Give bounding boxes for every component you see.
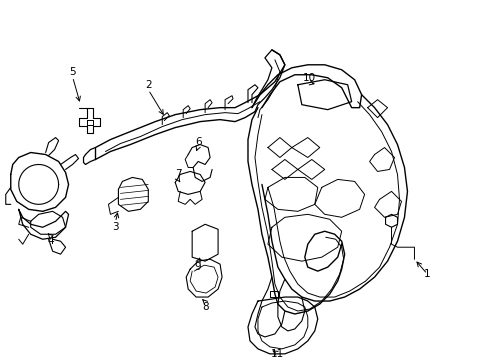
- Text: 2: 2: [145, 80, 151, 90]
- Text: 1: 1: [423, 269, 430, 279]
- Text: 10: 10: [303, 73, 316, 83]
- Text: 9: 9: [194, 262, 201, 272]
- Text: 8: 8: [202, 302, 208, 312]
- Text: 11: 11: [271, 349, 284, 359]
- Text: 7: 7: [175, 170, 181, 179]
- Text: 4: 4: [47, 236, 54, 246]
- Text: 3: 3: [112, 222, 119, 232]
- Text: 6: 6: [194, 136, 201, 147]
- Text: 5: 5: [69, 67, 76, 77]
